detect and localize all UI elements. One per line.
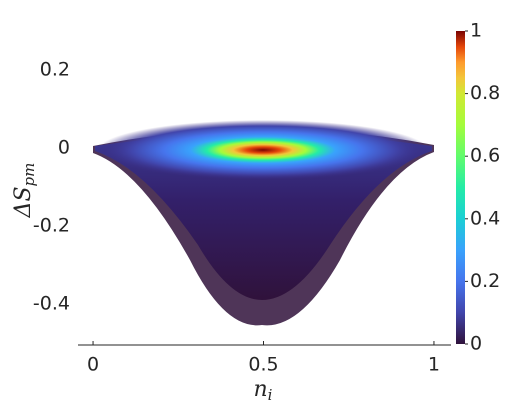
colorbar-tick-label: 0 bbox=[470, 333, 482, 355]
y-label-sub: pm bbox=[20, 163, 38, 187]
colorbar bbox=[456, 31, 465, 344]
y-label-main: ΔS bbox=[11, 186, 36, 218]
x-axis-label: ni bbox=[254, 377, 273, 404]
colorbar-tick-label: 1 bbox=[470, 20, 482, 42]
colorbar-tick-label: 0.4 bbox=[470, 207, 500, 229]
colorbar-tick-label: 0.8 bbox=[470, 82, 500, 104]
y-tick-label: -0.2 bbox=[33, 215, 70, 237]
colorbar-tick-label: 0.2 bbox=[470, 270, 500, 292]
y-axis-label: ΔSpm bbox=[11, 163, 38, 219]
svg-text:ΔSpm: ΔSpm bbox=[11, 163, 38, 219]
y-tick-label: -0.4 bbox=[33, 293, 70, 315]
y-tick-label: 0 bbox=[58, 137, 70, 159]
x-tick-label: 1 bbox=[428, 354, 440, 376]
x-tick-label: 0 bbox=[87, 354, 99, 376]
y-tick-label: 0.2 bbox=[40, 59, 70, 81]
density-cloud bbox=[93, 120, 434, 326]
colorbar-tick-label: 0.6 bbox=[470, 145, 500, 167]
x-label-sub: i bbox=[268, 386, 273, 404]
x-tick-label: 0.5 bbox=[248, 354, 278, 376]
x-label-main: n bbox=[254, 377, 268, 402]
